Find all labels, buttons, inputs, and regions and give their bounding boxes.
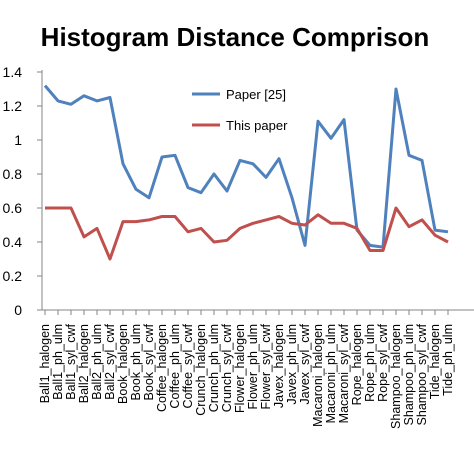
x-tick-label: Book_ph_ulm [129, 324, 143, 400]
x-tick-labels: Ball1_halogen Ball1_ph_ulm Ball1_syl_cwf Ba… [38, 310, 455, 429]
x-tick-label: Javex_syl_cwf [298, 323, 312, 404]
x-tick-label: Flower_ph_ulm [246, 324, 260, 409]
x-tick-label: Shampoo_halogen [389, 324, 403, 429]
series-lines [43, 84, 449, 261]
x-tick-label: Shampoo_ph_ulm [402, 324, 416, 425]
x-tick-label: Javex_halogen [272, 324, 286, 408]
x-tick-label: Ball1_syl_cwf [64, 323, 78, 399]
x-tick-label: Coffee_halogen [155, 324, 169, 412]
series-line-1 [45, 206, 449, 261]
y-tick-labels: 0 0.2 0.4 0.6 0.8 1 1.2 1.4 [3, 64, 42, 318]
x-tick-label: Rope_ph_ulm [363, 324, 377, 402]
x-tick-label: Flower_syl_cwf [259, 323, 273, 409]
x-tick-label: Ball1_halogen [38, 324, 52, 403]
x-tick-label: Book_syl_cwf [142, 323, 156, 400]
x-tick-label: Ball2_syl_cwf [103, 323, 117, 399]
y-tick-label: 0.6 [3, 200, 23, 216]
y-tick-label: 1 [14, 132, 22, 148]
x-tick-label: Crunch_syl_cwf [220, 323, 234, 412]
x-tick-label: Javex_ph_ulm [285, 324, 299, 405]
y-tick-label: 1.2 [3, 98, 23, 114]
x-tick-label: Macaroni_halogen [311, 324, 325, 427]
x-tick-label: Macaroni_syl_cwf [337, 323, 351, 423]
series-line-0 [43, 84, 449, 249]
x-tick-label: Crunch_halogen [194, 324, 208, 416]
x-tick-label: Tide_ph_ulm [441, 324, 455, 396]
legend-label-0: Paper [25] [226, 87, 286, 102]
x-tick-label: Coffee_syl_cwf [181, 323, 195, 408]
x-tick-label: Shampoo_syl_cwf [415, 323, 429, 425]
x-tick-label: Macaroni_ph_ulm [324, 324, 338, 423]
x-tick-label: Flower_halogen [233, 324, 247, 413]
x-tick-label: Rope_halogen [350, 324, 364, 405]
y-tick-label: 0.8 [3, 166, 23, 182]
legend-label-1: This paper [226, 118, 288, 133]
legend: Paper [25] This paper [192, 87, 288, 133]
x-tick-label: Rope_syl_cwf [376, 323, 390, 401]
y-tick-label: 0.4 [3, 234, 23, 250]
chart-title: Histogram Distance Comprison [41, 22, 430, 52]
x-tick-label: Ball2_halogen [77, 324, 91, 403]
x-tick-label: Ball1_ph_ulm [51, 324, 65, 400]
x-tick-label: Crunch_ph_ulm [207, 324, 221, 412]
axes [41, 70, 474, 311]
x-tick-label: Book_halogen [116, 324, 130, 404]
y-tick-label: 0 [14, 302, 22, 318]
x-tick-label: Coffee_ph_ulm [168, 324, 182, 409]
x-tick-label: Tide_halogen [428, 324, 442, 399]
x-tick-label: Ball2_ph_ulm [90, 324, 104, 400]
y-tick-label: 1.4 [3, 64, 23, 80]
y-tick-label: 0.2 [3, 268, 23, 284]
